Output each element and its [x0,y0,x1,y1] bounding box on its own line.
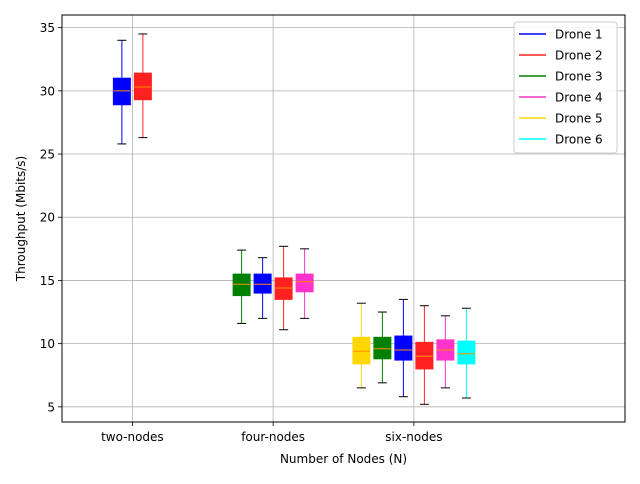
y-tick-label: 25 [40,148,55,162]
y-axis-label: Throughput (Mbits/s) [14,156,28,282]
x-tick-label: four-nodes [241,430,305,444]
box-six-nodes-drone-5 [352,302,371,389]
x-tick-label: six-nodes [385,430,442,444]
legend-entry-drone-3: Drone 3 [519,70,603,84]
iqr-box [295,273,314,293]
iqr-box [232,273,251,297]
y-tick-label: 10 [40,337,55,351]
iqr-box [274,277,293,300]
plot-frame [61,14,626,423]
iqr-box [394,335,413,361]
y-tick-label: 30 [40,84,55,98]
box-six-nodes-drone-2 [415,305,434,405]
iqr-box [133,72,152,101]
iqr-box [112,77,131,106]
legend-entry-drone-5: Drone 5 [519,112,603,126]
box-layer [112,33,476,405]
legend-label: Drone 2 [555,49,603,63]
legend-entry-drone-4: Drone 4 [519,91,603,105]
legend: Drone 1 Drone 2 Drone 3 Drone 4 Drone 5 Drone… [513,21,618,154]
box-four-nodes-drone-3 [232,249,251,324]
y-tick-label: 20 [40,211,55,225]
legend-entry-drone-2: Drone 2 [519,49,603,63]
axis-layer: 5 10 15 20 25 30 35 two-nodes four-nodes six-node… [40,21,443,444]
box-four-nodes-drone-1 [253,257,272,319]
iqr-box [415,341,434,370]
legend-label: Drone 3 [555,70,603,84]
box-six-nodes-drone-6 [457,307,476,399]
legend-entry-drone-1: Drone 1 [519,28,603,42]
y-tick-label: 15 [40,274,55,288]
legend-label: Drone 4 [555,91,603,105]
box-six-nodes-drone-3 [373,311,392,384]
legend-label: Drone 5 [555,112,603,126]
legend-label: Drone 1 [555,28,603,42]
box-six-nodes-drone-4 [436,315,455,389]
iqr-box [373,336,392,360]
legend-entry-drone-6: Drone 6 [519,133,603,147]
box-two-nodes-drone-2 [133,33,152,139]
box-six-nodes-drone-1 [394,298,413,398]
iqr-box [253,273,272,294]
iqr-box [352,336,371,365]
y-tick-label: 35 [40,21,55,35]
iqr-box [457,340,476,365]
box-four-nodes-drone-2 [274,245,293,331]
y-tick-label: 5 [47,400,55,414]
legend-label: Drone 6 [555,133,603,147]
box-two-nodes-drone-1 [112,39,131,145]
x-axis-label: Number of Nodes (N) [280,452,407,466]
x-tick-label: two-nodes [101,430,164,444]
box-four-nodes-drone-4 [295,248,314,319]
